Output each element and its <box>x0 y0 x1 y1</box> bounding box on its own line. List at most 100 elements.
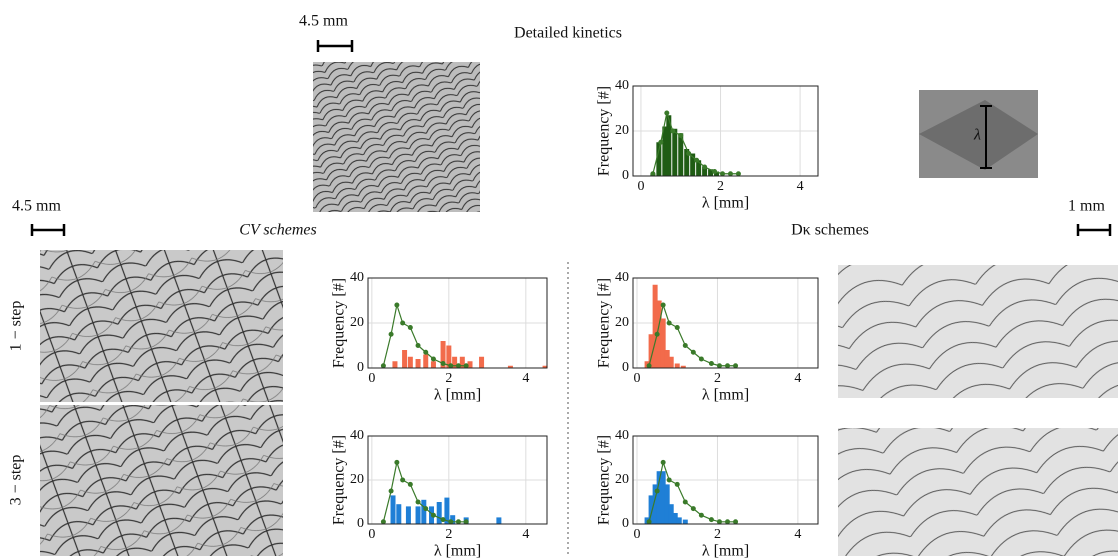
dk3-image <box>838 428 1118 556</box>
bar <box>421 499 427 524</box>
reference-point <box>654 488 660 494</box>
y-tick-label: 40 <box>350 428 364 443</box>
bar <box>407 356 413 368</box>
y-tick-label: 0 <box>357 516 364 531</box>
bar <box>680 365 686 368</box>
axes-frame <box>632 85 819 177</box>
bar <box>672 513 678 524</box>
y-tick-label: 20 <box>615 315 629 330</box>
bar <box>415 359 421 368</box>
bar <box>479 356 485 368</box>
reference-point <box>407 325 413 330</box>
x-axis-label: λ [mm] <box>702 387 749 404</box>
bar <box>666 115 672 176</box>
reference-point <box>455 519 461 525</box>
y-tick-label: 40 <box>615 270 629 285</box>
bar <box>648 334 654 368</box>
scale-label: 4.5 mm <box>299 13 348 30</box>
x-tick-label: 4 <box>797 179 804 194</box>
reference-point <box>394 302 400 308</box>
section-title: CV schemes <box>239 222 316 239</box>
y-axis-label: Frequency [#] <box>596 435 613 525</box>
row-label: 1 − step <box>8 301 25 352</box>
bar <box>672 128 678 176</box>
y-axis-label: Frequency [#] <box>331 435 348 525</box>
y-tick-label: 20 <box>350 472 364 487</box>
reference-point <box>407 481 413 487</box>
x-axis-label: λ [mm] <box>702 543 749 560</box>
bar <box>696 160 702 176</box>
axes-frame <box>367 435 548 525</box>
reference-point <box>380 519 386 525</box>
bar <box>668 504 674 524</box>
scale-label: 4.5 mm <box>12 198 61 215</box>
reference-point <box>430 512 436 518</box>
reference-point <box>733 519 739 525</box>
reference-point <box>716 519 722 525</box>
inset-label: λ <box>973 127 981 144</box>
bar <box>652 484 658 524</box>
reference-point <box>690 506 696 512</box>
bar <box>678 133 684 176</box>
cv3-image <box>40 405 283 556</box>
bar <box>423 354 429 368</box>
bar <box>668 356 674 368</box>
reference-point <box>735 171 741 177</box>
bar <box>656 142 662 176</box>
reference-point <box>674 325 680 330</box>
bar <box>440 341 446 368</box>
y-tick-label: 0 <box>622 516 629 531</box>
reference-point <box>415 499 421 505</box>
bar <box>444 497 450 524</box>
reference-point <box>678 133 684 138</box>
y-tick-label: 20 <box>615 123 629 138</box>
bar <box>674 363 680 368</box>
bar <box>714 171 720 176</box>
reference-point <box>725 519 731 525</box>
y-axis-label: Frequency [#] <box>596 278 613 368</box>
reference-point <box>708 361 714 366</box>
reference-point <box>415 343 421 348</box>
reference-point <box>720 171 726 177</box>
reference-point <box>380 363 386 369</box>
inset-bar <box>980 105 992 169</box>
reference-point <box>423 506 429 512</box>
y-tick-label: 20 <box>615 472 629 487</box>
reference-point <box>674 481 680 487</box>
reference-point <box>664 110 670 116</box>
reference-point <box>708 517 714 523</box>
x-tick-label: 4 <box>522 371 529 386</box>
y-axis-label: Frequency [#] <box>596 86 613 176</box>
bar <box>656 471 662 524</box>
axes-frame <box>367 277 548 369</box>
section-title: Dκ schemes <box>791 222 869 239</box>
x-tick-label: 2 <box>445 527 452 542</box>
bar <box>542 365 548 368</box>
reference-point <box>733 363 739 369</box>
reference-point <box>694 157 700 163</box>
cv1-image <box>40 250 283 402</box>
scale-bar <box>1076 224 1112 236</box>
x-axis-label: λ [mm] <box>434 387 481 404</box>
bar <box>430 361 436 368</box>
reference-point <box>670 128 676 134</box>
x-tick-label: 2 <box>717 179 724 194</box>
y-tick-label: 0 <box>622 168 629 183</box>
x-axis-label: λ [mm] <box>702 195 749 212</box>
reference-point <box>682 343 688 348</box>
kinetics-image <box>313 62 480 212</box>
reference-point <box>388 331 394 337</box>
bar <box>496 517 502 524</box>
bar <box>436 502 442 524</box>
y-tick-label: 0 <box>357 360 364 375</box>
bar <box>664 484 670 524</box>
reference-point <box>650 171 656 177</box>
reference-point <box>400 320 406 326</box>
reference-point <box>725 363 731 369</box>
y-tick-label: 40 <box>615 78 629 93</box>
dk1-image <box>838 265 1118 398</box>
reference-point <box>654 331 660 337</box>
images <box>30 40 1118 556</box>
axes-frame <box>632 435 819 525</box>
